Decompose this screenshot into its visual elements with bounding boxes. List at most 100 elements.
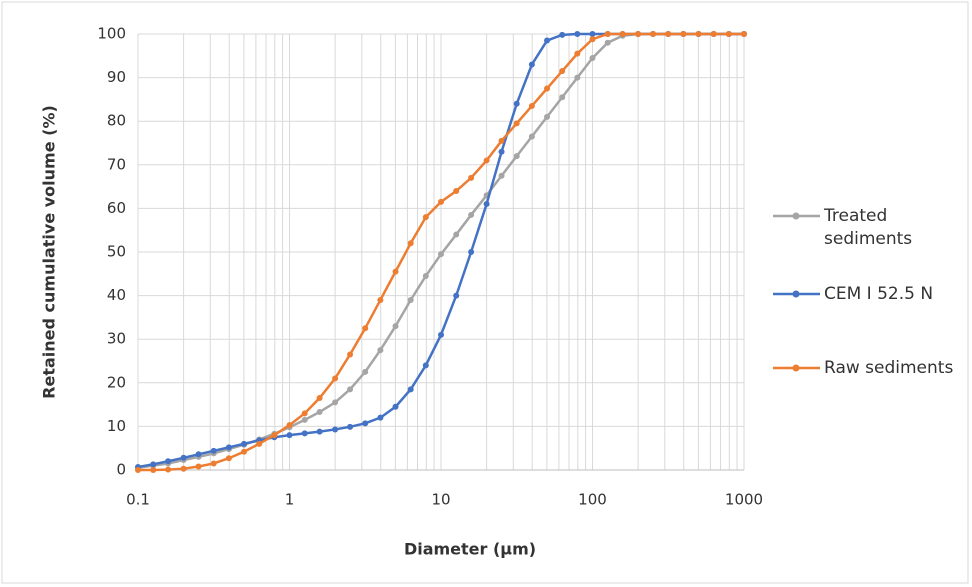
- point: [528, 133, 535, 140]
- point: [483, 157, 490, 164]
- point: [332, 375, 339, 382]
- point: [589, 54, 596, 61]
- point: [725, 31, 732, 37]
- point: [392, 403, 399, 410]
- point: [468, 249, 475, 255]
- point: [559, 31, 566, 38]
- y-tick-label: 70: [107, 155, 126, 173]
- point: [483, 201, 490, 208]
- x-tick-label: 100: [578, 491, 607, 509]
- point: [347, 423, 354, 430]
- point: [468, 174, 475, 181]
- point: [589, 36, 596, 43]
- y-tick-label: 60: [107, 199, 126, 217]
- point: [316, 395, 323, 402]
- point: [422, 272, 429, 279]
- point: [377, 296, 384, 303]
- point: [271, 432, 278, 439]
- point: [225, 444, 232, 451]
- legend-marker: [792, 364, 800, 372]
- y-tick-label: 50: [107, 243, 126, 261]
- point: [741, 31, 747, 37]
- point: [392, 268, 399, 275]
- point: [210, 447, 217, 454]
- point: [165, 458, 172, 465]
- point: [241, 440, 248, 447]
- point: [559, 68, 566, 75]
- point: [635, 31, 642, 37]
- point: [301, 416, 308, 423]
- point: [574, 31, 581, 37]
- point: [362, 368, 369, 375]
- point: [407, 386, 414, 393]
- y-tick-label: 0: [116, 461, 126, 479]
- point: [710, 31, 717, 37]
- y-axis-title: Retained cumulative volume (%): [40, 105, 59, 399]
- point: [422, 362, 429, 369]
- point: [589, 31, 596, 37]
- point: [498, 148, 505, 155]
- x-tick-label: 10: [431, 491, 450, 509]
- point: [332, 426, 339, 433]
- point: [286, 422, 293, 429]
- point: [453, 231, 460, 238]
- point: [150, 461, 157, 468]
- legend-label: Treated sediments: [824, 206, 913, 249]
- point: [316, 428, 323, 435]
- y-tick-label: 80: [107, 112, 126, 130]
- point: [347, 386, 354, 393]
- legend-marker: [792, 212, 800, 220]
- point: [377, 347, 384, 354]
- point: [392, 323, 399, 330]
- point: [316, 409, 323, 416]
- x-axis-title: Diameter (µm): [404, 540, 536, 559]
- point: [453, 292, 460, 299]
- point: [695, 31, 702, 37]
- point: [513, 100, 520, 107]
- point: [210, 460, 217, 467]
- point: [544, 37, 551, 44]
- y-tick-label: 30: [107, 330, 126, 348]
- point: [468, 211, 475, 218]
- point: [180, 454, 187, 461]
- point: [513, 120, 520, 127]
- y-tick-label: 20: [107, 373, 126, 391]
- point: [604, 31, 611, 37]
- point: [362, 420, 369, 427]
- point: [498, 172, 505, 179]
- y-tick-label: 40: [107, 286, 126, 304]
- point: [301, 410, 308, 417]
- point: [574, 50, 581, 57]
- point: [225, 455, 232, 462]
- y-tick-label: 10: [107, 417, 126, 435]
- point: [286, 432, 293, 439]
- point: [528, 102, 535, 109]
- x-tick-label: 0.1: [126, 491, 150, 509]
- point: [195, 451, 202, 458]
- y-tick-label: 90: [107, 68, 126, 86]
- point: [241, 448, 248, 455]
- point: [407, 240, 414, 247]
- point: [665, 31, 672, 37]
- point: [407, 296, 414, 303]
- legend-marker: [792, 290, 800, 298]
- point: [301, 430, 308, 437]
- point: [165, 466, 172, 473]
- point: [195, 463, 202, 470]
- point: [438, 198, 444, 205]
- point: [604, 39, 611, 46]
- legend-label: Raw sediments: [824, 358, 954, 378]
- x-tick-label: 1000: [725, 491, 763, 509]
- point: [650, 31, 657, 37]
- x-tick-label: 1: [285, 491, 295, 509]
- point: [544, 85, 551, 92]
- point: [332, 399, 339, 406]
- point: [150, 467, 157, 473]
- point: [347, 351, 354, 358]
- point: [498, 137, 505, 144]
- point: [513, 153, 520, 160]
- point: [438, 331, 444, 338]
